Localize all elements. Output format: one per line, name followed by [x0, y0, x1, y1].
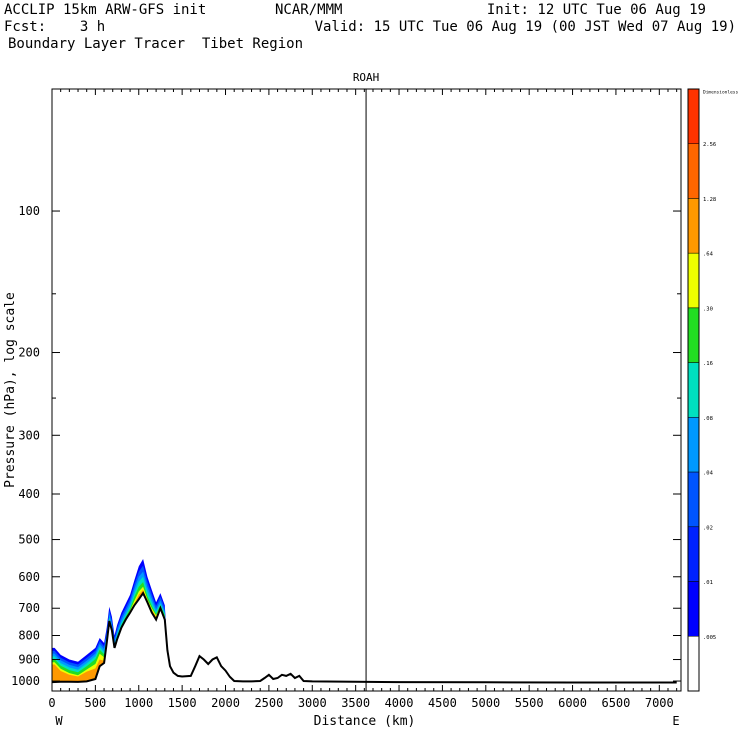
y-tick-label: 400	[18, 487, 40, 501]
colorbar-swatch	[687, 471, 700, 528]
x-tick-label: 2500	[254, 696, 283, 710]
terrain-line	[51, 591, 677, 684]
y-tick-label: 500	[18, 533, 40, 547]
colorbar-label: .30	[703, 306, 713, 312]
header-line3-left: Boundary Layer Tracer Tibet Region	[8, 36, 304, 52]
header-line2-right: Valid: 15 UTC Tue 06 Aug 19 (00 JST Wed …	[314, 19, 736, 35]
x-tick-label: 7000	[645, 696, 674, 710]
colorbar-label: .16	[703, 361, 713, 367]
colorbar-label: 2.56	[703, 142, 716, 148]
terrain-layer	[51, 591, 677, 684]
colorbar-label: .64	[703, 252, 714, 258]
colorbar-border	[687, 88, 700, 692]
x-tick-label: 1000	[124, 696, 153, 710]
y-tick-label: 300	[18, 428, 40, 442]
colorbar-swatch	[687, 198, 700, 254]
x-tick-label: 1500	[168, 696, 197, 710]
tracer-fills	[52, 559, 168, 683]
colorbar-swatch	[687, 362, 700, 418]
colorbar-label: .02	[703, 525, 713, 531]
x-tick-label: 4000	[385, 696, 414, 710]
west-label: W	[55, 714, 63, 728]
y-tick-label: 700	[18, 601, 40, 615]
colorbar: Dimensionless 2.56 1.28 .64 .30 .16 .08 .04 .02.…	[687, 88, 739, 692]
x-axis-label: Distance (km)	[314, 714, 416, 729]
chart-title: ROAH	[353, 71, 380, 84]
colorbar-label: 1.28	[703, 197, 716, 203]
colorbar-swatch	[687, 88, 700, 144]
colorbar-swatch	[687, 143, 700, 199]
colorbar-label: .04	[703, 471, 714, 477]
x-tick-label: 3500	[341, 696, 370, 710]
header-line2-left: Fcst: 3 h	[4, 19, 106, 35]
east-label: E	[672, 714, 679, 728]
colorbar-label: .08	[703, 416, 713, 422]
colorbar-label: Dimensionless	[703, 90, 739, 96]
y-tick-label: 800	[18, 628, 40, 642]
colorbar-swatch	[687, 417, 700, 473]
colorbar-swatch	[687, 636, 700, 692]
y-tick-label: 600	[18, 570, 40, 584]
colorbar-swatch	[687, 252, 700, 309]
colorbar-label: .005	[703, 635, 716, 641]
x-tick-label: 2000	[211, 696, 240, 710]
colorbar-swatch	[687, 307, 700, 363]
x-tick-label: 5500	[515, 696, 544, 710]
x-tick-label: 4500	[428, 696, 457, 710]
y-tick-label: 200	[18, 346, 40, 360]
x-tick-label: 6000	[558, 696, 587, 710]
colorbar-label: .01	[703, 580, 713, 586]
x-tick-label: 500	[85, 696, 107, 710]
y-tick-label: 900	[18, 653, 40, 667]
tracer-band-6	[52, 589, 168, 683]
header-line1-left: ACCLIP 15km ARW-GFS init	[4, 2, 207, 18]
y-axis-label: Pressure (hPa), log scale	[3, 292, 18, 488]
colorbar-swatch	[687, 526, 700, 582]
y-tick-label: 1000	[11, 674, 40, 688]
axes-layer: 0 500 1000 1500 2000 2500 3000 3500 4000 4500 5000…	[3, 89, 681, 729]
plot-frame: ROAH	[51, 71, 682, 692]
x-tick-label: 5000	[471, 696, 500, 710]
x-tick-label: 3000	[298, 696, 327, 710]
colorbar-swatch	[687, 581, 700, 637]
y-tick-label: 100	[18, 204, 40, 218]
header-line1-center: NCAR/MMM	[275, 2, 343, 18]
header-line1-right: Init: 12 UTC Tue 06 Aug 19	[486, 2, 706, 18]
x-tick-label: 6500	[601, 696, 630, 710]
x-tick-label: 0	[48, 696, 55, 710]
